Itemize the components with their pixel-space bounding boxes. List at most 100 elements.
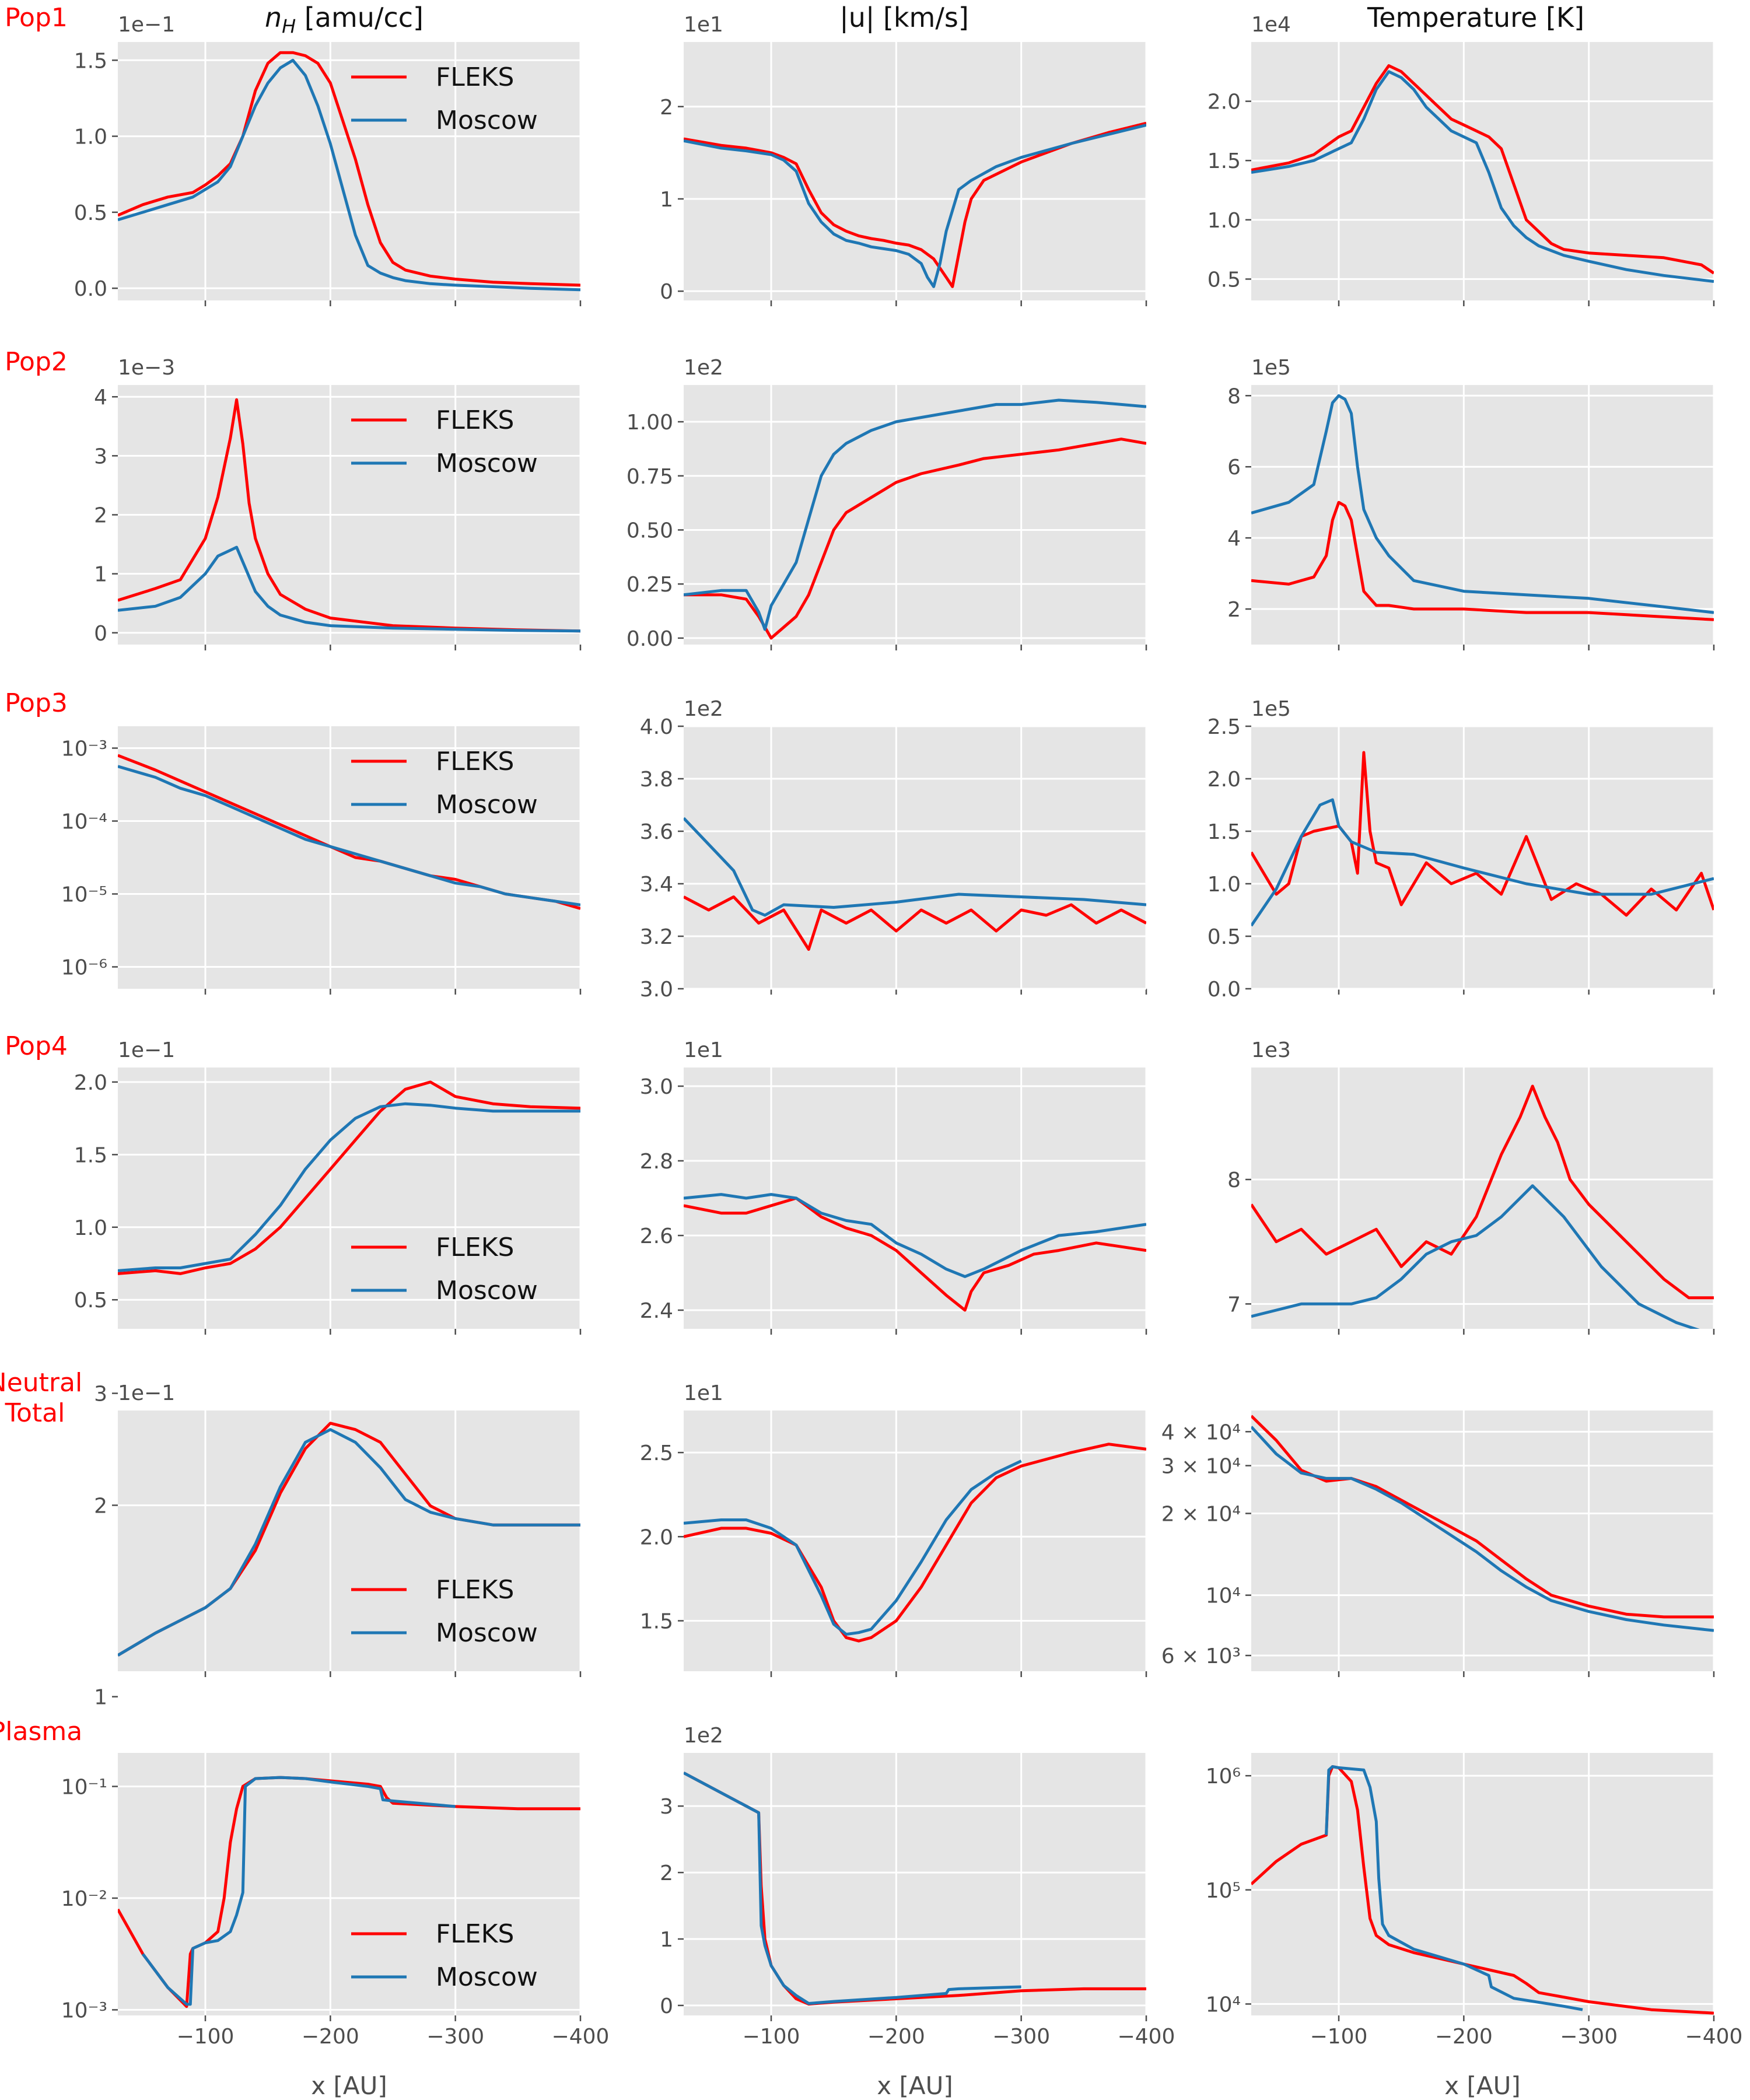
row-label-line: Pop1 <box>5 3 68 33</box>
legend-label-moscow: Moscow <box>436 1276 538 1306</box>
row-label-neutral-total: NeutralTotal <box>0 1368 82 1428</box>
y-tick-label: 10⁻³ <box>61 737 107 761</box>
y-tick-label: 1.5 <box>1208 820 1241 844</box>
x-tick-label: −200 <box>302 2025 359 2049</box>
y-tick-label: 6 <box>1227 456 1241 480</box>
y-tick-label: 4 <box>94 386 107 410</box>
y-tick-label: 0.75 <box>626 465 673 489</box>
y-tick-label: 1 <box>94 563 107 587</box>
panel-neutral-total-temperature: 6 × 10³ 10⁴ 2 × 10⁴ 3 × 10⁴ 4 × 10⁴ <box>1161 1410 1715 1677</box>
y-tick-label: 0.5 <box>74 201 107 225</box>
series-line-moscow <box>684 1771 1021 2005</box>
title-n: n <box>265 2 282 33</box>
y-tick-label: 1 <box>94 1686 107 1710</box>
panel-pop3-velocity: 3.0 3.2 3.4 3.6 3.8 4.0 1e2 <box>640 697 1147 1002</box>
offset-text: 1e4 <box>1251 13 1291 37</box>
y-tick-label: 1.5 <box>74 49 107 73</box>
y-tick-label: 10⁻³ <box>61 1999 107 2022</box>
offset-text: 1e−1 <box>118 1038 175 1062</box>
y-tick-label: 10⁻⁴ <box>61 810 107 834</box>
y-tick-label: 2 <box>94 504 107 528</box>
panel-pop4-temperature: 7 8 1e3 <box>1227 1038 1715 1335</box>
y-tick-label: 3 <box>94 1382 107 1406</box>
legend-label-fleks: FLEKS <box>436 747 514 776</box>
y-tick-label: 2.5 <box>640 1441 673 1465</box>
panel-pop1-velocity: 0 1 2 1e1 <box>660 13 1147 306</box>
column-titles: nH [amu/cc] |u| [km/s] Temperature [K] <box>265 2 1584 37</box>
y-tick-label: 4.0 <box>640 715 673 739</box>
x-tick-label: −300 <box>426 2025 484 2049</box>
y-tick-label: 4 <box>1227 527 1241 551</box>
row-label-line: Pop4 <box>5 1031 68 1061</box>
row-label-pop2: Pop2 <box>5 347 68 377</box>
series-line-moscow <box>684 1460 1022 1636</box>
legend: FLEKS Moscow <box>351 62 538 135</box>
legend-label-fleks: FLEKS <box>436 62 514 92</box>
legend-label-moscow: Moscow <box>436 790 538 820</box>
panel-pop2-velocity: 0.00 0.25 0.50 0.75 1.00 1e2 <box>626 356 1147 651</box>
panel-neutral-total-velocity: 1.5 2.0 2.5 1e1 <box>640 1381 1147 1677</box>
legend: FLEKS Moscow <box>351 405 538 478</box>
y-tick-label: 0.50 <box>626 519 673 542</box>
legend-label-fleks: FLEKS <box>436 1575 514 1605</box>
plot-area <box>684 1753 1146 2015</box>
row-label-pop1: Pop1 <box>5 3 68 33</box>
offset-text: 1e3 <box>1251 1038 1291 1062</box>
series-line-moscow <box>118 1102 580 1272</box>
legend: FLEKS Moscow <box>351 1919 538 1992</box>
legend-label-moscow: Moscow <box>436 449 538 478</box>
row-labels: Pop1 Pop2 Pop3 Pop4 NeutralTotal Plasma <box>0 3 82 1746</box>
y-tick-label: 2.0 <box>1208 90 1241 114</box>
y-tick-label: 3.2 <box>640 925 673 949</box>
series-line-moscow <box>1251 1184 1700 1329</box>
y-tick-label: 0.5 <box>1208 925 1241 949</box>
plot-area <box>684 385 1146 645</box>
x-tick-label: −400 <box>1118 2025 1175 2049</box>
series-line-moscow <box>1325 1765 1583 2011</box>
series-line-moscow <box>684 398 1146 631</box>
panel-pop3-density: 10⁻⁶ 10⁻⁵ 10⁻⁴ 10⁻³ FLEKS Moscow <box>61 726 582 995</box>
x-axis-labels: x [AU] x [AU] x [AU] <box>311 2071 1520 2100</box>
series-line-moscow <box>684 123 1146 288</box>
series-line-fleks <box>118 1080 580 1275</box>
y-tick-label: 10⁴ <box>1206 1584 1241 1608</box>
series-line-fleks <box>1251 64 1714 275</box>
y-tick-label: 1.00 <box>626 411 673 435</box>
y-tick-label: 10⁻⁵ <box>61 883 107 907</box>
offset-text: 1e1 <box>684 13 723 37</box>
y-tick-label: 1.5 <box>1208 149 1241 173</box>
y-tick-label: 8 <box>1227 1168 1241 1192</box>
offset-text: 1e2 <box>684 1724 723 1748</box>
panel-neutral-total-density: 1 2 3 1e−1 FLEKS Moscow <box>94 1381 582 1710</box>
y-tick-label: 1.5 <box>640 1609 673 1633</box>
y-tick-label: 1 <box>660 188 673 212</box>
series-line-fleks <box>684 1443 1146 1643</box>
title-unit: [amu/cc] <box>296 2 424 33</box>
plot-area <box>118 1753 580 2015</box>
plot-area <box>684 1410 1146 1671</box>
panel-plasma-velocity: −100 −200 −300 −400 0 1 2 3 1e2 <box>660 1724 1175 2049</box>
y-tick-label: 2 <box>660 96 673 120</box>
series-line-moscow <box>118 58 580 292</box>
y-tick-label: 2.0 <box>1208 768 1241 792</box>
y-tick-label: 1.0 <box>1208 209 1241 233</box>
y-tick-label: 0.5 <box>1208 268 1241 292</box>
column-title-density: nH [amu/cc] <box>265 2 424 37</box>
plot-area <box>118 42 580 300</box>
y-tick-label: 0 <box>660 1994 673 2018</box>
x-axis-label: x [AU] <box>877 2071 953 2100</box>
y-tick-label: 0 <box>660 280 673 304</box>
offset-text: 1e2 <box>684 697 723 721</box>
y-tick-label: 8 <box>1227 384 1241 408</box>
y-tick-label: 10⁴ <box>1206 1993 1241 2017</box>
panel-pop1-temperature: 0.5 1.0 1.5 2.0 1e4 <box>1208 13 1715 306</box>
legend: FLEKS Moscow <box>351 1575 538 1648</box>
series-line-moscow <box>118 765 580 907</box>
row-label-line: Total <box>5 1398 65 1428</box>
y-tick-label: 3.6 <box>640 820 673 844</box>
plot-area <box>1251 1410 1714 1671</box>
title-subscript: H <box>282 15 296 37</box>
y-tick-label: 0.25 <box>626 573 673 597</box>
x-tick-label: −300 <box>992 2025 1050 2049</box>
y-tick-label: 1.5 <box>74 1143 107 1167</box>
